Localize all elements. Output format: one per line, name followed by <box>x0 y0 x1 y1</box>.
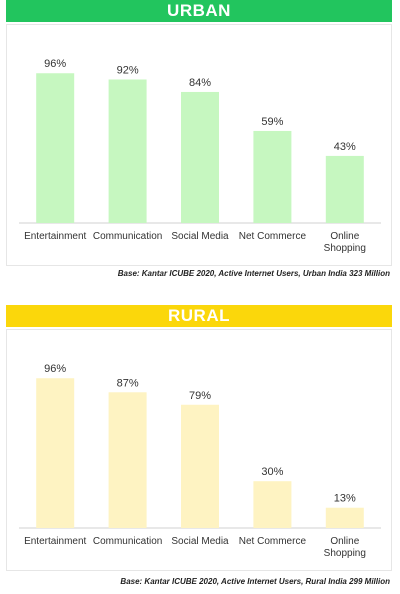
rural-value-label: 79% <box>189 390 211 402</box>
urban-chart: 96% Entertainment 92% Communication 84% Socia… <box>19 58 381 254</box>
urban-category-label: Communication <box>93 231 162 242</box>
rural-bar <box>36 378 75 528</box>
urban-bar <box>325 155 364 223</box>
urban-value-label: 59% <box>261 116 283 128</box>
urban-category-label: Social Media <box>171 231 229 242</box>
rural-category-label: Online Shopping <box>324 536 366 559</box>
rural-chart-panel: 96% Entertainment 87% Communication 79% Socia… <box>6 329 392 571</box>
urban-category-label: Entertainment <box>24 231 86 242</box>
urban-chart-panel: 96% Entertainment 92% Communication 84% Socia… <box>6 24 392 266</box>
urban-bar <box>108 79 147 223</box>
rural-value-label: 13% <box>334 493 356 505</box>
rural-category-label: Entertainment <box>24 536 86 547</box>
urban-bar <box>253 130 292 223</box>
rural-bar <box>181 404 219 528</box>
rural-base-note: Base: Kantar ICUBE 2020, Active Internet… <box>120 577 390 586</box>
rural-bar <box>108 392 147 528</box>
rural-bar <box>325 507 364 528</box>
rural-chart: 96% Entertainment 87% Communication 79% Socia… <box>19 363 381 559</box>
urban-base-note: Base: Kantar ICUBE 2020, Active Internet… <box>117 269 390 278</box>
rural-banner: RURAL <box>6 305 392 327</box>
urban-category-label: Online Shopping <box>324 231 366 254</box>
rural-value-label: 87% <box>117 377 139 389</box>
urban-value-label: 84% <box>189 77 211 89</box>
urban-banner: URBAN <box>6 0 392 22</box>
urban-bar <box>36 73 75 223</box>
urban-value-label: 96% <box>44 58 66 70</box>
rural-category-label: Communication <box>93 536 162 547</box>
rural-value-label: 30% <box>261 466 283 478</box>
rural-category-label: Social Media <box>171 536 229 547</box>
rural-value-label: 96% <box>44 363 66 375</box>
rural-category-label: Net Commerce <box>239 536 307 547</box>
rural-bar <box>253 481 292 528</box>
urban-value-label: 92% <box>117 64 139 76</box>
urban-category-label: Net Commerce <box>239 231 307 242</box>
urban-bar <box>181 91 219 224</box>
urban-value-label: 43% <box>334 141 356 153</box>
